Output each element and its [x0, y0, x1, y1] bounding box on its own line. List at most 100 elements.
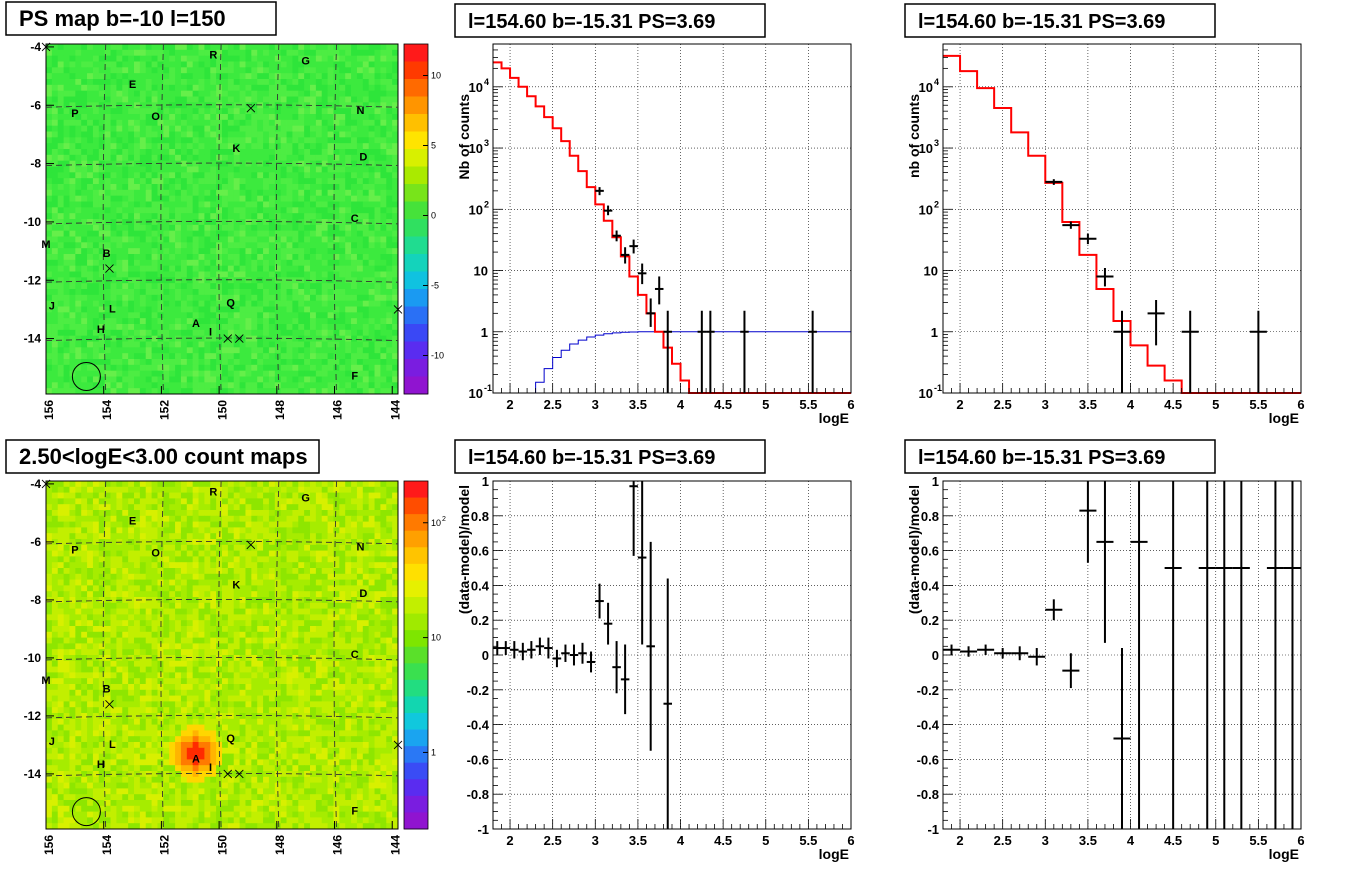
heatmap-cell: [245, 207, 252, 214]
heatmap-cell: [57, 236, 64, 243]
heatmap-cell: [380, 335, 387, 342]
heatmap-cell: [122, 318, 129, 325]
heatmap-cell: [104, 224, 111, 232]
heatmap-cell: [321, 364, 328, 372]
heatmap-cell: [286, 486, 293, 493]
heatmap-cell: [222, 573, 229, 580]
heatmap-cell: [298, 533, 305, 540]
heatmap-cell: [104, 55, 111, 62]
heatmap-cell: [327, 504, 334, 511]
heatmap-cell: [128, 84, 135, 92]
heatmap-cell: [310, 172, 317, 179]
heatmap-cell: [251, 539, 258, 546]
heatmap-cell: [46, 533, 53, 540]
heatmap-cell: [198, 195, 205, 202]
heatmap-cell: [63, 364, 70, 372]
heatmap-cell: [216, 213, 223, 220]
heatmap-cell: [192, 131, 199, 138]
heatmap-cell: [263, 61, 270, 68]
heatmap-cell: [263, 154, 270, 162]
heatmap-cell: [57, 353, 64, 360]
heatmap-cell: [110, 102, 117, 109]
heatmap-cell: [87, 533, 94, 540]
heatmap-cell: [310, 364, 317, 372]
heatmap-cell: [128, 49, 135, 57]
heatmap-cell: [57, 347, 64, 354]
heatmap-cell: [233, 172, 240, 179]
y-tick-label: 10: [474, 264, 488, 279]
heatmap-cell: [386, 324, 393, 331]
heatmap-cell: [87, 114, 94, 121]
x-tick-label: 146: [331, 400, 345, 420]
heatmap-cell: [257, 277, 264, 284]
heatmap-cell: [163, 96, 170, 103]
heatmap-cell: [198, 335, 205, 342]
heatmap-cell: [134, 562, 141, 569]
heatmap-cell: [192, 289, 199, 296]
heatmap-cell: [245, 568, 252, 575]
heatmap-cell: [245, 114, 252, 121]
heatmap-cell: [304, 376, 311, 383]
heatmap-cell: [227, 359, 235, 366]
heatmap-cell: [98, 160, 106, 167]
heatmap-cell: [46, 359, 53, 366]
heatmap-cell: [245, 481, 252, 488]
heatmap-cell: [298, 207, 305, 214]
heatmap-cell: [280, 283, 287, 290]
heatmap-cell: [51, 131, 59, 138]
heatmap-cell: [239, 306, 246, 313]
heatmap-cell: [356, 376, 364, 383]
heatmap-cell: [392, 172, 399, 179]
heatmap-cell: [134, 573, 141, 580]
heatmap-cell: [104, 236, 111, 243]
heatmap-cell: [268, 178, 276, 185]
heatmap-cell: [239, 533, 246, 540]
heatmap-cell: [75, 486, 82, 493]
heatmap-cell: [157, 119, 164, 127]
heatmap-cell: [292, 481, 299, 488]
heatmap-cell: [351, 114, 358, 121]
heatmap-cell: [81, 544, 88, 551]
heatmap-cell: [380, 224, 387, 232]
heatmap-cell: [239, 289, 246, 296]
heatmap-cell: [227, 224, 235, 232]
heatmap-cell: [75, 79, 82, 86]
heatmap-cell: [46, 300, 53, 307]
heatmap-cell: [69, 172, 76, 179]
heatmap-cell: [268, 90, 276, 97]
heatmap-cell: [351, 300, 358, 307]
heatmap-cell: [122, 131, 129, 138]
heatmap-cell: [51, 388, 59, 395]
heatmap-cell: [362, 556, 370, 563]
heatmap-cell: [139, 67, 147, 74]
heatmap-cell: [157, 189, 164, 197]
heatmap-cell: [139, 294, 147, 302]
heatmap-cell: [304, 318, 311, 325]
heatmap-cell: [280, 178, 287, 185]
heatmap-cell: [245, 533, 252, 540]
heatmap-cell: [315, 242, 323, 249]
heatmap-cell: [351, 370, 358, 377]
heatmap-cell: [180, 201, 188, 208]
heatmap-cell: [356, 131, 364, 138]
heatmap-cell: [292, 347, 299, 354]
heatmap-cell: [145, 492, 152, 499]
heatmap-cell: [233, 527, 240, 534]
heatmap-cell: [374, 370, 381, 377]
heatmap-cell: [110, 294, 117, 302]
heatmap-cell: [315, 137, 323, 144]
heatmap-cell: [104, 119, 111, 127]
heatmap-cell: [128, 114, 135, 121]
heatmap-cell: [81, 114, 88, 121]
heatmap-cell: [134, 370, 141, 377]
heatmap-cell: [380, 556, 387, 563]
heatmap-cell: [63, 265, 70, 272]
heatmap-cell: [128, 568, 135, 575]
heatmap-cell: [81, 67, 88, 74]
heatmap-cell: [139, 73, 147, 80]
heatmap-cell: [280, 96, 287, 103]
heatmap-cell: [321, 90, 328, 97]
heatmap-cell: [345, 79, 352, 86]
y-tick-label: 1: [481, 325, 488, 340]
heatmap-cell: [69, 224, 76, 232]
